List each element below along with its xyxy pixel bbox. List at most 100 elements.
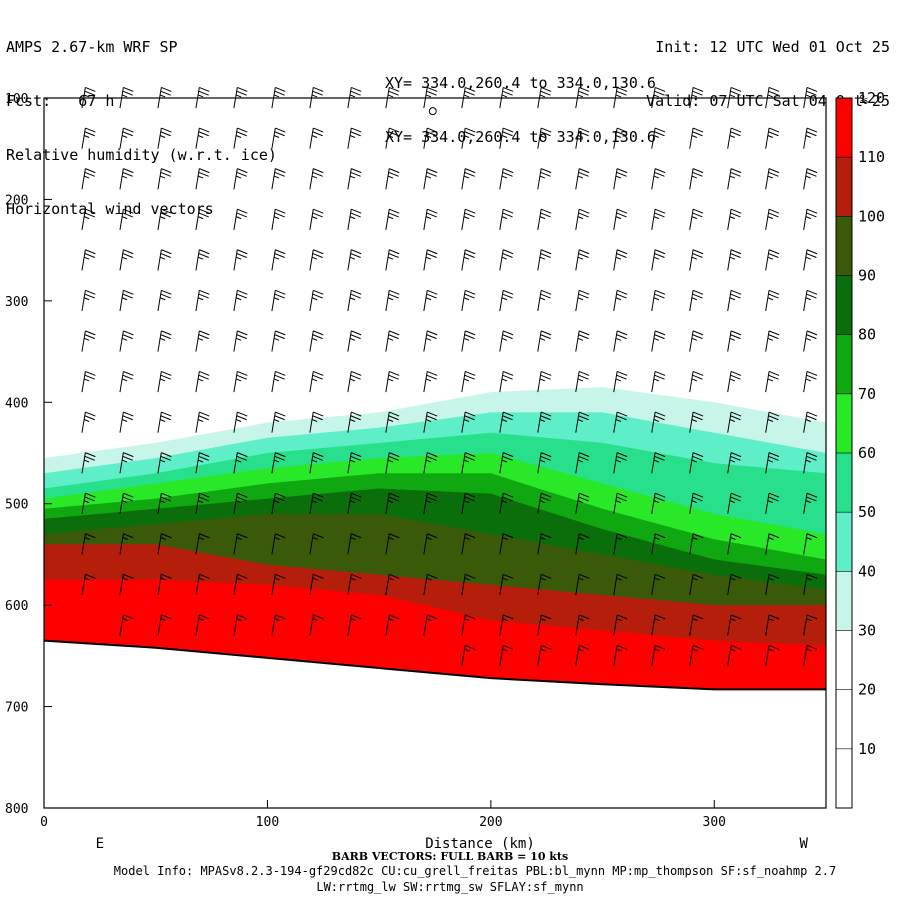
barb-half-flag [235, 94, 242, 98]
barb-flag [84, 293, 95, 299]
barb-half-flag [653, 459, 660, 463]
wind-barb [309, 411, 324, 433]
barb-staff [613, 574, 618, 596]
wind-barb [537, 168, 552, 190]
barb-flag [275, 87, 286, 92]
wind-barb [271, 492, 286, 514]
wind-barb [233, 168, 248, 190]
barb-flag [578, 208, 590, 214]
barb-staff [613, 168, 618, 190]
chart-axes: 100 200 300 400 500 600 700 800 0 100 200 300 E W Dist… [5, 92, 827, 852]
barb-staff [195, 614, 200, 636]
barb-half-flag [729, 256, 736, 260]
barb-half-flag [539, 419, 546, 422]
y-tick-label: 500 [5, 498, 28, 513]
wind-barb [81, 208, 96, 230]
barb-staff [309, 127, 314, 149]
barb-flag [465, 87, 476, 92]
wind-barb [537, 644, 552, 667]
barb-half-flag [463, 378, 470, 382]
barb-flag [692, 533, 704, 539]
barb-staff [537, 452, 542, 474]
barb-flag [389, 371, 400, 376]
barb-flag [123, 249, 134, 255]
barb-half-flag [615, 378, 622, 382]
barb-half-flag [806, 648, 812, 652]
barb-half-flag [84, 577, 90, 581]
header-mid: XY= 334.0,260.4 to 334.0,130.6 XY= 334.0… [385, 38, 656, 164]
barb-half-flag [425, 500, 432, 504]
variable-rh: Relative humidity (w.r.t. ice) [6, 146, 277, 164]
barb-half-flag [159, 216, 166, 220]
barb-staff [119, 452, 124, 474]
barb-flag [540, 411, 552, 417]
barb-staff [461, 290, 466, 312]
barb-half-flag [235, 256, 242, 260]
barb-flag [236, 212, 247, 218]
barb-staff [385, 209, 390, 230]
barb-half-flag [577, 500, 584, 504]
wind-barb [271, 614, 286, 636]
barb-flag [160, 496, 171, 502]
wind-barb [81, 492, 96, 514]
barb-flag [198, 415, 209, 421]
barb-flag [84, 496, 95, 502]
wind-barb [651, 614, 666, 636]
x-axis-label: Distance (km) [425, 836, 535, 852]
barb-half-flag [501, 419, 508, 422]
barb-staff [613, 645, 618, 667]
wind-barb [233, 330, 248, 352]
barb-half-flag [615, 94, 622, 98]
wind-barb [537, 492, 552, 514]
wind-barb [575, 644, 590, 667]
barb-flag [578, 87, 590, 92]
wind-barb [423, 371, 438, 393]
barb-flag [275, 411, 286, 417]
barb-flag [85, 371, 96, 376]
barb-flag [616, 492, 628, 498]
barb-staff [461, 645, 466, 667]
barb-flag [616, 533, 628, 539]
barb-half-flag [768, 648, 774, 652]
barb-flag [122, 90, 133, 96]
barb-flag [768, 371, 780, 376]
barb-flag [806, 644, 818, 650]
wind-barb [689, 249, 704, 271]
barb-half-flag [805, 94, 812, 98]
barb-flag [768, 644, 780, 650]
barb-half-flag [273, 500, 280, 504]
barb-flag [806, 208, 818, 214]
barb-flag [236, 171, 247, 177]
barb-flag [313, 411, 324, 417]
barb-half-flag [387, 500, 394, 504]
wind-barb [651, 249, 666, 271]
rh-fill-layers [43, 341, 826, 691]
barb-half-flag [311, 459, 318, 463]
barb-flag [123, 614, 134, 620]
wind-barb [81, 330, 96, 352]
wind-barb [157, 330, 172, 352]
barb-flag [502, 573, 514, 579]
wind-barb [803, 573, 818, 596]
barb-half-flag [121, 135, 128, 138]
barb-flag [540, 131, 551, 137]
barb-flag [122, 293, 133, 299]
barb-flag [389, 87, 400, 92]
wind-barb [499, 168, 514, 190]
barb-flag [199, 168, 210, 174]
wind-barb [727, 208, 742, 230]
barb-staff [233, 533, 238, 555]
barb-staff [765, 371, 770, 393]
wind-barb [727, 127, 742, 149]
wind-barb [689, 127, 704, 149]
barb-half-flag [273, 256, 280, 260]
barb-staff [385, 371, 390, 393]
y-tick-label: 400 [5, 396, 28, 411]
barb-flag [578, 415, 589, 421]
barb-flag [161, 573, 172, 579]
barb-flag [616, 614, 628, 620]
barb-half-flag [615, 500, 622, 504]
barb-staff [385, 249, 390, 271]
barb-flag [427, 208, 438, 214]
barb-half-flag [539, 500, 546, 504]
